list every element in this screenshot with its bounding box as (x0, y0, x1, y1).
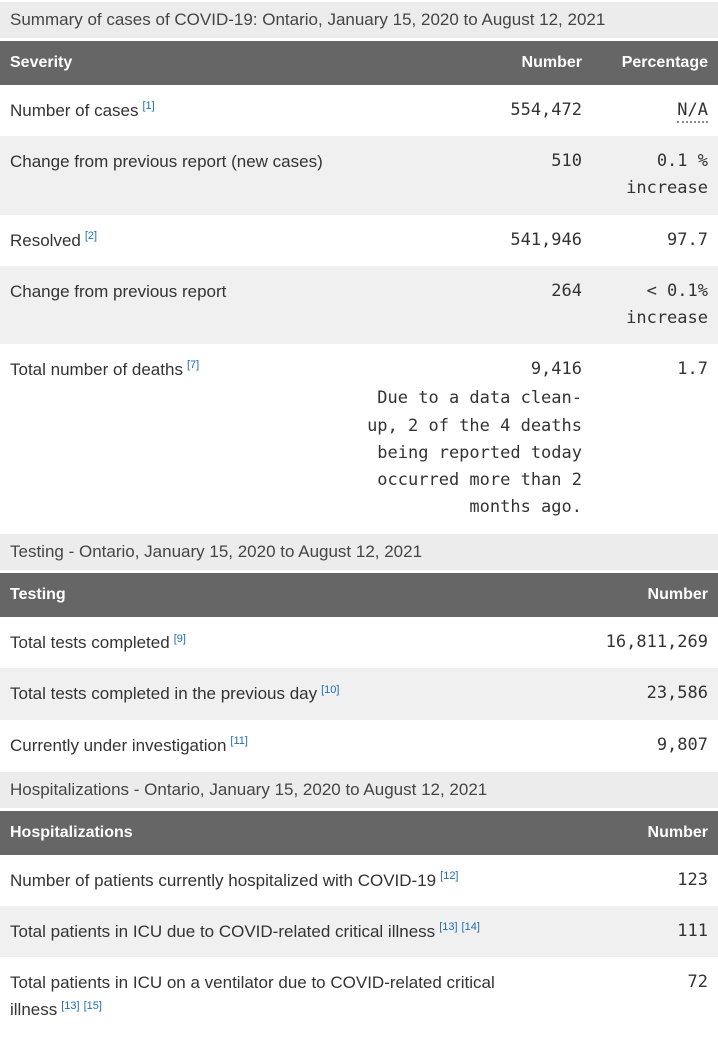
row-label: Total tests completed in the previous da… (0, 668, 568, 720)
summary-table: Severity Number Percentage Number of cas… (0, 41, 718, 534)
footnote-ref-link[interactable]: [14] (461, 921, 480, 934)
footnote-ref-link[interactable]: [15] (83, 999, 102, 1012)
testing-header-row: Testing Number (0, 573, 718, 618)
summary-section-title: Summary of cases of COVID-19: Ontario, J… (0, 2, 718, 38)
footnote-ref-link[interactable]: [9] (173, 632, 186, 645)
testing-section-title: Testing - Ontario, January 15, 2020 to A… (0, 534, 718, 571)
hospitalizations-section-title: Hospitalizations - Ontario, January 15, … (0, 771, 718, 808)
number-value: 541,946 (340, 214, 592, 266)
table-row-icu-ventilator: Total patients in ICU on a ventilator du… (0, 957, 718, 1036)
testing-table: Testing Number Total tests completed [9] … (0, 573, 718, 771)
column-header-percentage: Percentage (592, 41, 718, 85)
table-row-tests-previous-day: Total tests completed in the previous da… (0, 668, 718, 720)
number-value: 23,586 (568, 668, 718, 720)
na-abbreviation[interactable]: N/A (677, 100, 708, 123)
deaths-data-cleanup-note: Due to a data clean-up, 2 of the 4 death… (367, 388, 582, 518)
column-header-number: Number (340, 41, 592, 85)
row-label: Total patients in ICU on a ventilator du… (0, 957, 568, 1036)
row-label: Resolved [2] (0, 214, 340, 266)
hospitalizations-table: Hospitalizations Number Number of patien… (0, 810, 718, 1036)
table-row-change-new-cases: Change from previous report (new cases) … (0, 136, 718, 215)
percentage-value: < 0.1% increase (592, 265, 718, 345)
footnote-ref-link[interactable]: [13] (439, 921, 458, 934)
column-header-number: Number (568, 573, 718, 618)
footnote-ref-link[interactable]: [1] (142, 100, 155, 113)
footnote-ref-link[interactable]: [2] (84, 229, 98, 242)
number-value: 264 (340, 265, 592, 345)
table-row-currently-hospitalized: Number of patients currently hospitalize… (0, 854, 718, 906)
footnote-ref-link[interactable]: [10] (321, 683, 340, 696)
table-row-resolved: Resolved [2] 541,946 97.7 (0, 214, 718, 266)
table-row-total-deaths: Total number of deaths [7] 9,416 Due to a… (0, 344, 718, 534)
number-value: 123 (568, 854, 718, 906)
row-label: Number of cases [1] (0, 85, 340, 137)
footnote-ref-link[interactable]: [13] (61, 999, 80, 1012)
row-label: Currently under investigation [11] (0, 719, 568, 771)
percentage-value: 1.7 (592, 344, 718, 534)
table-row-total-tests: Total tests completed [9] 16,811,269 (0, 617, 718, 669)
number-value: 72 (568, 957, 718, 1036)
number-value: 510 (340, 136, 592, 215)
number-value: 111 (568, 906, 718, 958)
number-value: 9,416 Due to a data clean-up, 2 of the 4… (340, 344, 592, 534)
percentage-value: 97.7 (592, 214, 718, 266)
percentage-value: 0.1 % increase (592, 136, 718, 215)
summary-header-row: Severity Number Percentage (0, 41, 718, 85)
table-row-change-resolved: Change from previous report 264 < 0.1% i… (0, 265, 718, 345)
column-header-testing: Testing (0, 573, 568, 618)
footnote-ref-link[interactable]: [12] (440, 870, 459, 883)
number-value: 554,472 (340, 85, 592, 137)
row-label: Change from previous report (0, 265, 340, 345)
row-label: Total number of deaths [7] (0, 344, 340, 534)
deaths-number: 9,416 (530, 359, 582, 380)
row-label: Number of patients currently hospitalize… (0, 854, 568, 906)
table-row-under-investigation: Currently under investigation [11] 9,807 (0, 719, 718, 771)
column-header-number: Number (568, 810, 718, 855)
number-value: 16,811,269 (568, 617, 718, 669)
percentage-value: N/A (592, 85, 718, 137)
row-label: Total patients in ICU due to COVID-relat… (0, 906, 568, 958)
number-value: 9,807 (568, 719, 718, 771)
row-label: Change from previous report (new cases) (0, 136, 340, 215)
table-row-icu: Total patients in ICU due to COVID-relat… (0, 906, 718, 958)
column-header-severity: Severity (0, 41, 340, 85)
table-row-number-of-cases: Number of cases [1] 554,472 N/A (0, 85, 718, 137)
column-header-hospitalizations: Hospitalizations (0, 810, 568, 855)
hospitalizations-header-row: Hospitalizations Number (0, 810, 718, 855)
row-label: Total tests completed [9] (0, 617, 568, 669)
footnote-ref-link[interactable]: [7] (186, 359, 200, 372)
footnote-ref-link[interactable]: [11] (230, 734, 248, 747)
